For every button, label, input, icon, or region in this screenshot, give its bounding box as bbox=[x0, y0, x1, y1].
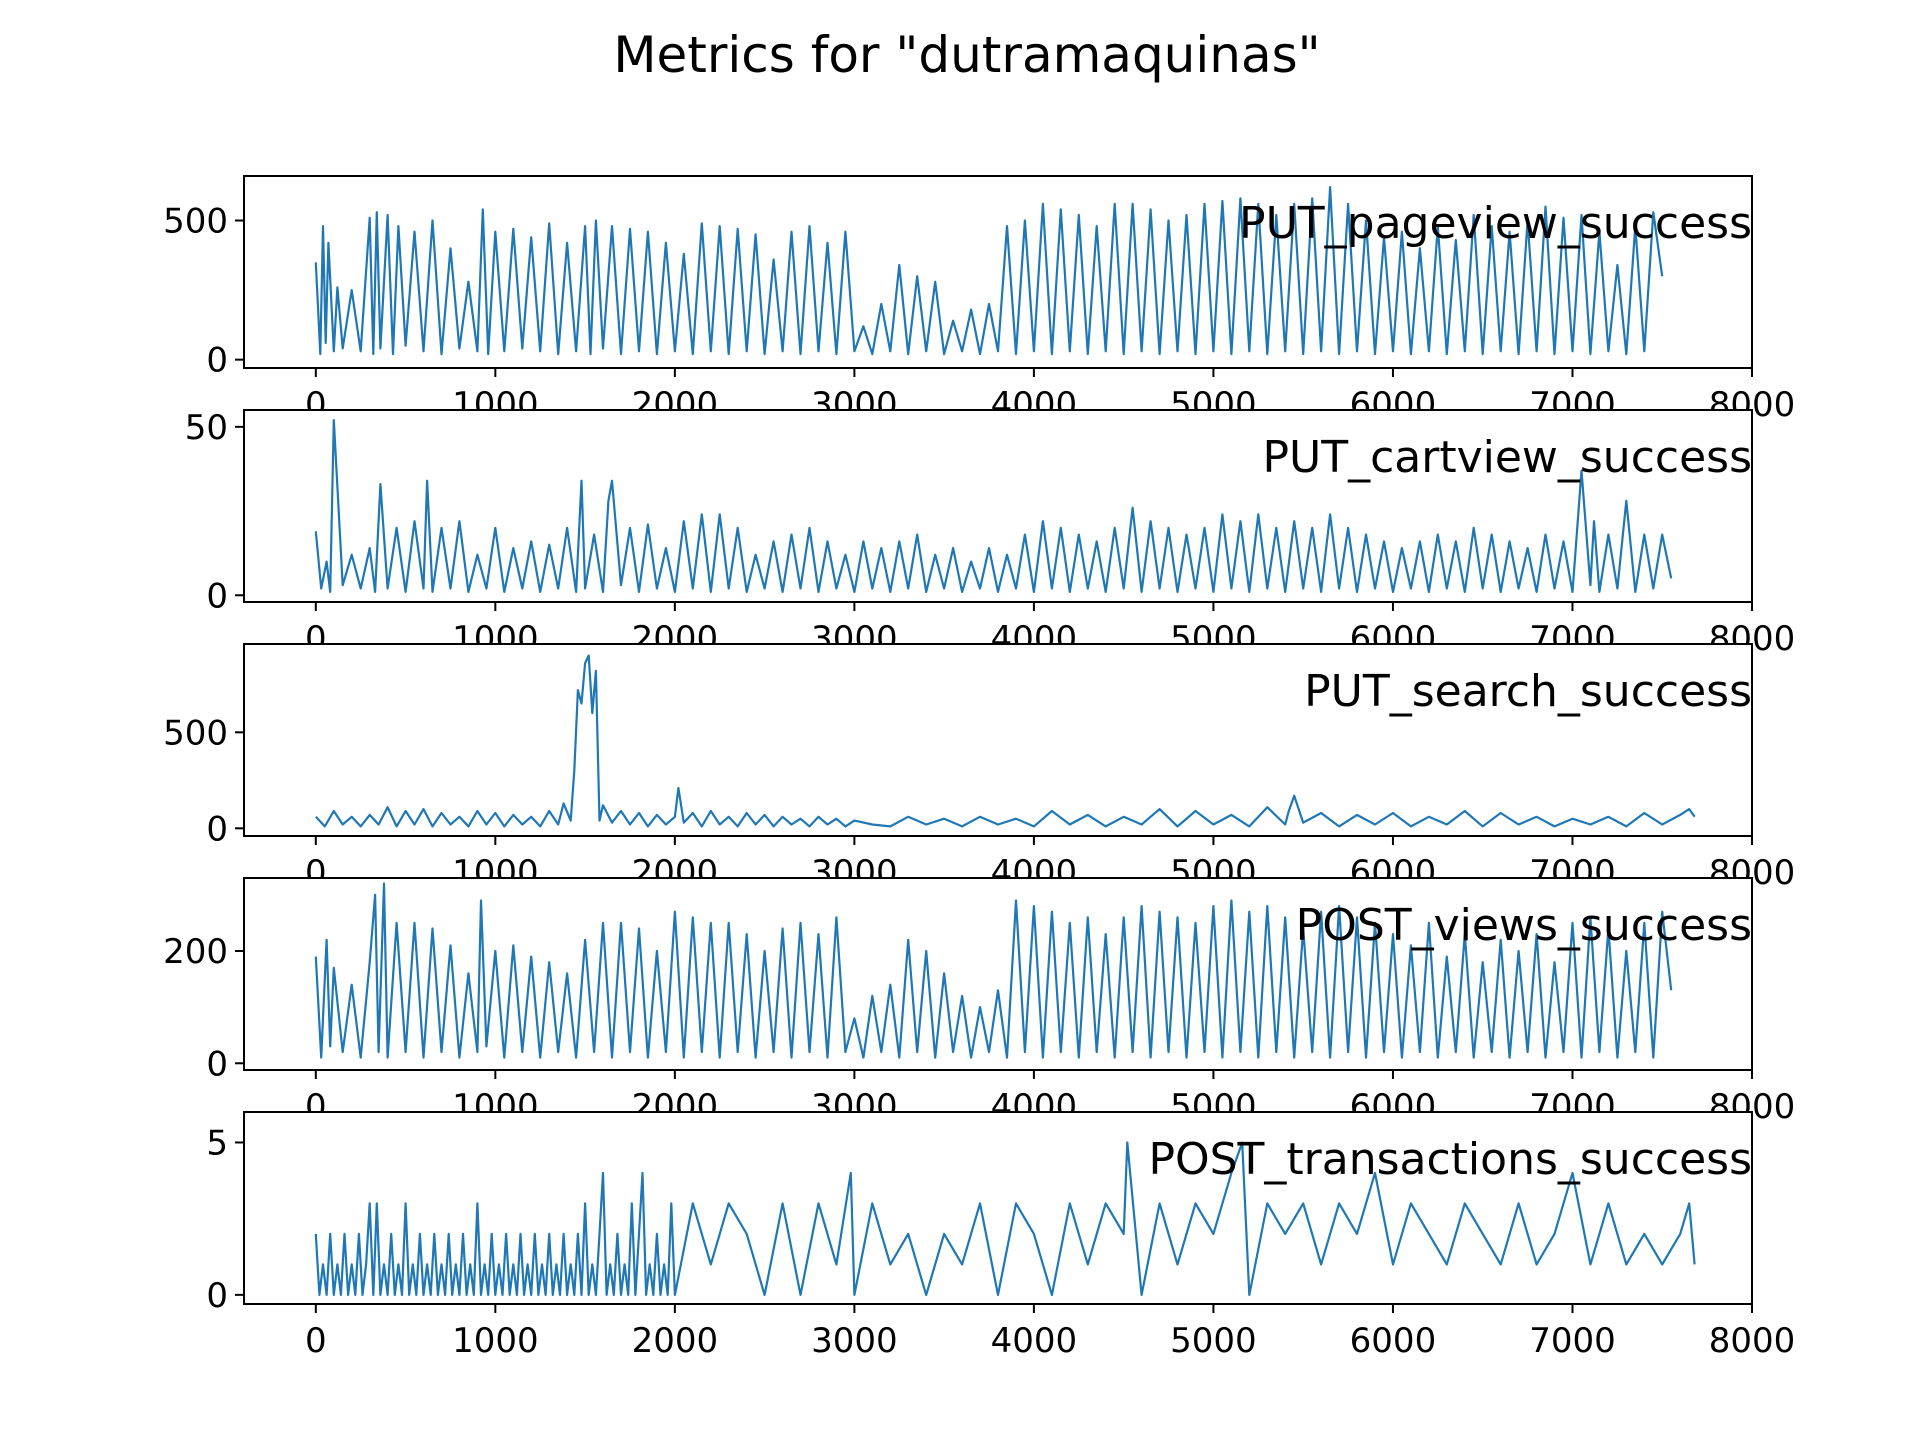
x-tick-label: 2000 bbox=[632, 1321, 719, 1361]
y-tick-label: 500 bbox=[163, 713, 228, 753]
y-tick-label: 0 bbox=[206, 809, 228, 849]
subplot-5: 0 5 0 1000 2000 3000 4000 5000 6000 7000 8000 POST_… bbox=[206, 1111, 1796, 1361]
axes-frame bbox=[243, 175, 1753, 369]
x-tick-label: 7000 bbox=[1529, 1321, 1616, 1361]
axes-frame bbox=[243, 877, 1753, 1071]
axes-background bbox=[244, 1112, 1752, 1304]
y-tick-label: 0 bbox=[206, 1276, 228, 1316]
y-tick-label: 0 bbox=[206, 341, 228, 381]
series-name-label: POST_views_success bbox=[1296, 900, 1752, 951]
series-line bbox=[314, 654, 1696, 828]
y-tick-label: 50 bbox=[185, 408, 228, 448]
x-tick-label: 5000 bbox=[1170, 1321, 1257, 1361]
axes-background bbox=[244, 644, 1752, 836]
axes-frame bbox=[243, 1111, 1753, 1305]
axes-frame bbox=[243, 409, 1753, 603]
series-line bbox=[314, 419, 1673, 593]
chart-title: Metrics for "dutramaquinas" bbox=[613, 26, 1320, 84]
series-name-label: POST_transactions_success bbox=[1148, 1134, 1752, 1185]
axes-background bbox=[244, 410, 1752, 602]
axes-frame bbox=[243, 643, 1753, 837]
x-tick-label: 6000 bbox=[1350, 1321, 1437, 1361]
series-line bbox=[314, 186, 1664, 356]
y-tick-label: 0 bbox=[206, 1044, 228, 1084]
series-name-label: PUT_search_success bbox=[1304, 666, 1752, 717]
series-line bbox=[314, 1141, 1696, 1296]
x-tick-label: 1000 bbox=[452, 1321, 539, 1361]
x-tick-label: 3000 bbox=[811, 1321, 898, 1361]
x-tick-label: 4000 bbox=[991, 1321, 1078, 1361]
series-line bbox=[314, 882, 1673, 1059]
y-tick-label: 5 bbox=[206, 1123, 228, 1163]
y-tick-label: 0 bbox=[206, 576, 228, 616]
x-tick-label: 0 bbox=[305, 1321, 327, 1361]
series-name-label: PUT_pageview_success bbox=[1239, 198, 1752, 249]
y-tick-label: 500 bbox=[163, 202, 228, 242]
x-tick-label: 8000 bbox=[1709, 1321, 1796, 1361]
series-name-label: PUT_cartview_success bbox=[1262, 432, 1752, 483]
y-tick-label: 200 bbox=[163, 932, 228, 972]
axes-background bbox=[244, 878, 1752, 1070]
